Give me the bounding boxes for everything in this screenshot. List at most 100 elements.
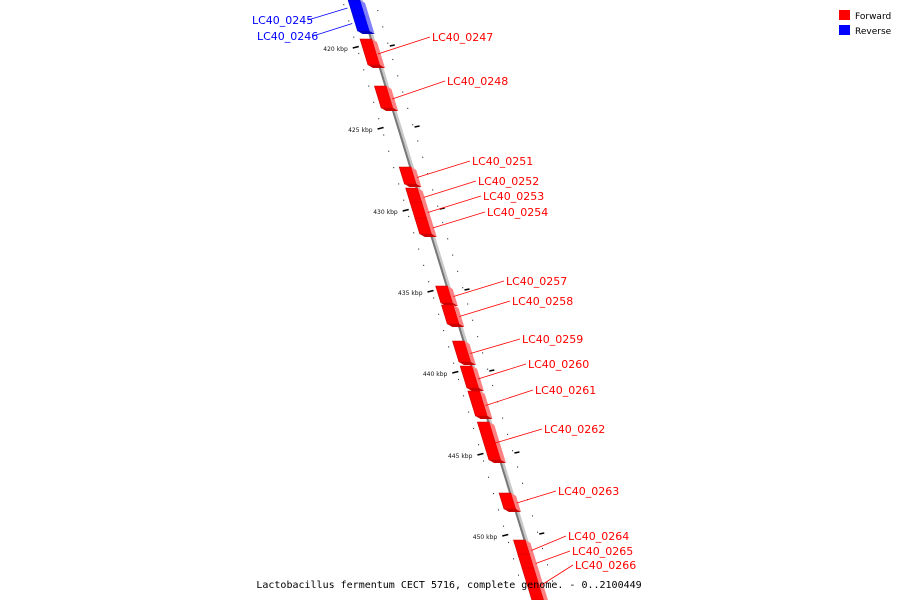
minor-ticks xyxy=(343,4,554,582)
minor-tick xyxy=(472,319,474,321)
minor-tick xyxy=(408,215,410,218)
gene-box-side xyxy=(426,218,437,237)
gene-box-side xyxy=(534,568,548,600)
gene-leader-line xyxy=(470,338,521,354)
gene-label[interactable]: LC40_0245 xyxy=(252,14,313,27)
gene-label[interactable]: LC40_0259 xyxy=(522,333,583,346)
legend-forward-swatch xyxy=(839,10,850,20)
minor-tick xyxy=(437,205,439,207)
gene-box-side xyxy=(472,366,484,391)
tick-label: 425 kbp xyxy=(348,127,373,134)
major-tick xyxy=(489,369,495,372)
minor-tick xyxy=(382,26,384,28)
minor-tick xyxy=(387,42,389,44)
major-tick xyxy=(389,44,395,47)
minor-tick xyxy=(358,52,360,55)
minor-tick xyxy=(473,427,475,429)
legend: Forward Reverse xyxy=(839,10,892,37)
gene-box-bottom xyxy=(503,509,521,512)
major-tick xyxy=(502,533,509,537)
gene-label[interactable]: LC40_0247 xyxy=(432,31,493,44)
minor-tick xyxy=(432,189,434,191)
gene-box-side xyxy=(417,188,428,206)
minor-tick xyxy=(547,564,549,566)
gene-label[interactable]: LC40_0266 xyxy=(575,559,636,572)
major-tick xyxy=(477,452,484,456)
gene-box-side xyxy=(447,286,458,306)
minor-tick xyxy=(463,395,465,397)
minor-tick xyxy=(412,124,414,126)
gene-box-side xyxy=(511,493,521,512)
minor-tick xyxy=(542,547,544,550)
minor-tick xyxy=(507,433,509,435)
minor-tick xyxy=(462,287,464,289)
minor-tick xyxy=(513,558,515,560)
minor-tick xyxy=(477,336,479,338)
gene-label[interactable]: LC40_0253 xyxy=(483,190,544,203)
gene-label[interactable]: LC40_0262 xyxy=(544,423,605,436)
major-tick xyxy=(414,125,420,128)
minor-tick xyxy=(417,140,419,142)
gene-leader-line xyxy=(495,428,543,444)
minor-tick xyxy=(443,330,445,332)
minor-tick xyxy=(343,4,345,6)
minor-tick xyxy=(418,248,420,250)
gene-label[interactable]: LC40_0264 xyxy=(568,530,629,543)
minor-tick xyxy=(478,444,480,446)
gene-leader-line xyxy=(427,195,482,213)
legend-reverse-label: Reverse xyxy=(855,27,892,37)
gene-box[interactable] xyxy=(521,567,545,600)
gene-box-side xyxy=(386,86,399,111)
minor-tick xyxy=(488,476,490,478)
tick-label: 435 kbp xyxy=(398,290,423,297)
minor-tick xyxy=(518,574,520,576)
minor-tick xyxy=(487,368,489,370)
gene-leader-line xyxy=(416,160,471,178)
minor-tick xyxy=(448,346,450,348)
minor-tick xyxy=(492,384,494,387)
minor-tick xyxy=(512,450,514,452)
minor-tick xyxy=(363,69,365,71)
gene-label[interactable]: LC40_0261 xyxy=(535,384,596,397)
major-tick xyxy=(352,45,359,49)
gene-box-side xyxy=(464,341,476,365)
major-tick xyxy=(377,126,384,130)
gene-box-side xyxy=(525,540,536,560)
major-ticks: 420 kbp 425 kbp 430 kbp 435 kbp 440 kbp 445 k… xyxy=(323,44,545,541)
gene-box-side xyxy=(364,16,375,34)
minor-tick xyxy=(413,232,415,234)
gene-box-bottom xyxy=(447,324,465,327)
minor-tick xyxy=(537,531,539,533)
gene-label[interactable]: LC40_0252 xyxy=(478,175,539,188)
gene-label[interactable]: LC40_0246 xyxy=(257,30,318,43)
gene-box-bottom xyxy=(466,388,484,391)
tick-label: 450 kbp xyxy=(473,534,498,541)
gene-box-bottom xyxy=(488,460,506,463)
gene-leader-line xyxy=(453,280,505,297)
minor-tick xyxy=(428,281,430,283)
minor-tick xyxy=(377,10,379,12)
gene-leader-line xyxy=(312,23,353,37)
minor-tick xyxy=(383,134,385,136)
gene-label[interactable]: LC40_0257 xyxy=(506,275,567,288)
gene-label[interactable]: LC40_0258 xyxy=(512,295,573,308)
gene-label[interactable]: LC40_0251 xyxy=(472,155,533,168)
minor-tick xyxy=(453,362,455,364)
minor-tick xyxy=(393,167,395,169)
major-tick xyxy=(452,370,459,374)
gene-label[interactable]: LC40_0265 xyxy=(572,545,633,558)
minor-tick xyxy=(452,254,454,256)
minor-tick xyxy=(467,303,469,305)
gene-label[interactable]: LC40_0248 xyxy=(447,75,508,88)
gene-box-bottom xyxy=(458,362,476,365)
minor-tick xyxy=(388,150,390,152)
minor-tick xyxy=(532,515,534,517)
gene-label[interactable]: LC40_0254 xyxy=(487,206,548,219)
minor-tick xyxy=(498,509,500,511)
gene-leader-line xyxy=(485,389,534,406)
major-tick xyxy=(539,532,545,535)
gene-box-bottom xyxy=(381,108,399,111)
gene-label[interactable]: LC40_0260 xyxy=(528,358,589,371)
gene-label[interactable]: LC40_0263 xyxy=(558,485,619,498)
